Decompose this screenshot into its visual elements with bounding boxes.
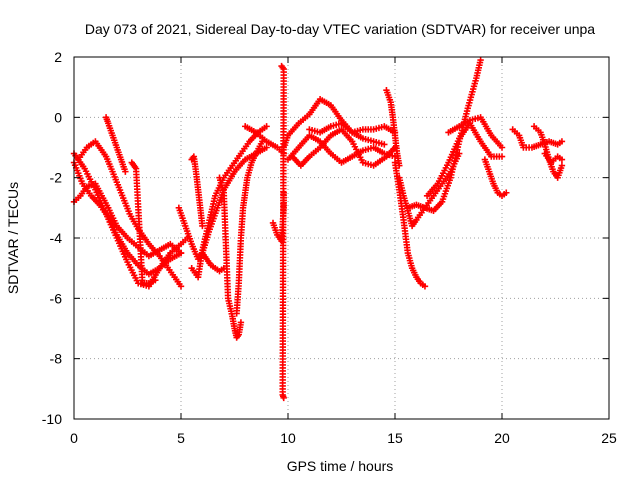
series-track-21 [391,159,429,290]
data-point [503,189,510,196]
data-point [558,138,566,145]
grid-layer [74,57,609,419]
axis-layer: 0 5 10 15 20 25 -10 -8 -6 -4 -2 0 2 [42,49,617,446]
series-track-10 [199,249,227,275]
data-point [558,156,566,163]
series-track-25 [445,114,506,151]
data-point [199,222,206,230]
y-tick-label: -4 [50,230,63,246]
data-point [477,56,484,64]
series-track-9 [188,153,206,230]
y-tick-label: 0 [54,109,62,125]
y-tick-label: -2 [50,170,63,186]
series-track-26 [481,156,510,199]
series-track-5 [102,114,129,175]
data-point [177,249,185,257]
y-tick-label: -6 [50,290,63,306]
series-track-19 [306,120,399,136]
y-tick-label: -8 [50,351,63,367]
x-tick-label: 0 [70,430,78,446]
series-track-24 [423,120,506,199]
x-tick-label: 20 [494,430,510,446]
data-point [381,141,388,148]
series-track-11 [216,174,245,341]
series-track-20 [383,86,403,169]
series-track-27 [509,126,566,151]
y-tick-label: 2 [54,49,62,65]
data-point [498,144,506,151]
series-track-28 [530,123,566,181]
x-tick-label: 15 [387,430,403,446]
x-tick-label: 25 [601,430,617,446]
data-point [263,144,270,151]
series-track-18 [289,126,399,169]
x-tick-label: 10 [280,430,296,446]
marks-layer [70,56,566,402]
chart-title: Day 073 of 2021, Sidereal Day-to-day VTE… [85,21,595,37]
series-track-15 [278,62,287,402]
data-point [558,162,566,169]
y-tick-label: -10 [42,411,62,427]
series-track-12 [233,138,266,317]
x-tick-label: 5 [177,430,185,446]
data-point [421,283,429,290]
data-point [280,394,287,402]
data-point [152,277,159,284]
series-track-7 [175,144,270,263]
series-track-6 [128,159,159,287]
series-track-23 [404,56,484,215]
series-track-8 [188,123,270,281]
data-point [122,168,129,175]
series-track-1 [70,150,191,290]
series-track-29 [541,150,566,166]
x-axis-label: GPS time / hours [287,458,394,474]
data-point [237,319,245,326]
y-axis-label: SDTVAR / TECUs [5,182,21,294]
data-point [177,283,185,290]
data-point [263,123,270,130]
data-point [498,153,506,160]
series-track-16 [280,96,388,151]
